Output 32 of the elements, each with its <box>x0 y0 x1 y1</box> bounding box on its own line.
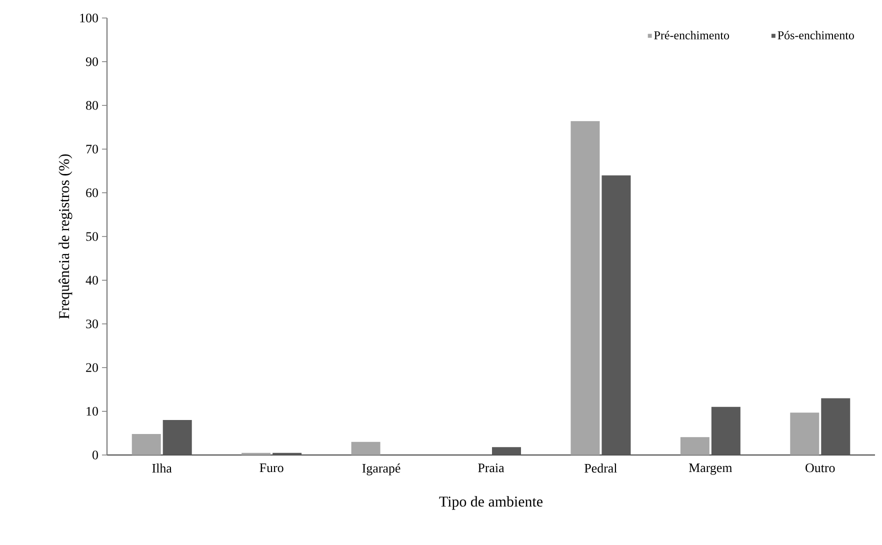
x-tick-label: Pedral <box>584 464 618 473</box>
y-tick-label: 50 <box>86 232 98 241</box>
y-tick-label: 90 <box>86 57 98 66</box>
bar <box>821 398 850 455</box>
y-tick-label: 40 <box>86 276 98 285</box>
x-axis-title: Tipo de ambiente <box>439 496 543 510</box>
y-tick-label: 10 <box>86 406 98 416</box>
y-tick-label: 70 <box>86 144 98 154</box>
legend-label: Pré-enchimento <box>654 30 730 40</box>
y-tick-label: 20 <box>86 363 98 372</box>
bar <box>570 121 600 455</box>
bar <box>711 406 740 455</box>
y-tick-label: 100 <box>80 14 98 22</box>
bar <box>132 434 161 455</box>
bar <box>162 420 192 455</box>
x-tick-label: Margem <box>688 464 732 475</box>
bar <box>790 412 820 455</box>
legend-label: Pós-enchimento <box>778 30 854 40</box>
x-tick-label: Praia <box>478 464 504 472</box>
y-axis-title: Frequência de registros (%) <box>58 154 72 319</box>
x-tick-label: Furo <box>260 464 284 472</box>
bar <box>602 175 631 455</box>
bar <box>680 437 710 455</box>
y-tick-label: 30 <box>86 320 98 328</box>
x-tick-label: Outro <box>806 464 835 472</box>
y-tick-label: 0 <box>92 450 98 460</box>
x-tick-label: Ilha <box>152 464 172 473</box>
bar <box>492 447 521 455</box>
y-tick-label: 60 <box>86 188 98 198</box>
x-tick-label: Igarapé <box>362 464 400 476</box>
y-tick-label: 80 <box>86 101 98 110</box>
bar <box>351 442 380 455</box>
